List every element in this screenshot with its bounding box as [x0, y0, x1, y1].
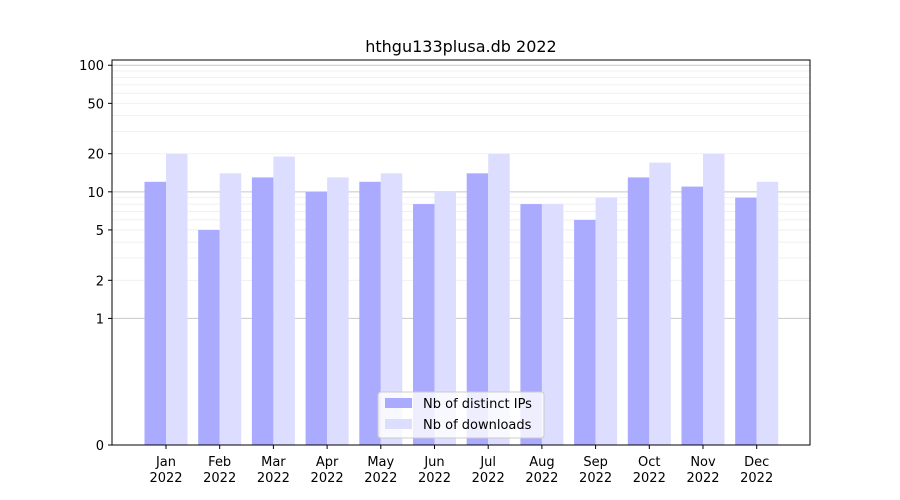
bar-downloads [273, 156, 295, 446]
bar-ips [198, 229, 220, 445]
x-tick-label-year: 2022 [579, 471, 612, 486]
y-tick-label: 2 [96, 274, 104, 289]
x-tick-label-year: 2022 [311, 471, 344, 486]
legend-swatch [385, 419, 412, 429]
x-tick-label-month: Dec [744, 455, 769, 470]
bar-downloads [434, 191, 456, 445]
x-tick-label-month: Jun [423, 455, 444, 470]
legend-label: Nb of downloads [423, 418, 532, 433]
x-tick-label-year: 2022 [257, 471, 290, 486]
x-axis: Jan2022Feb2022Mar2022Apr2022May2022Jun20… [149, 445, 773, 486]
x-tick-label-year: 2022 [633, 471, 666, 486]
x-tick-label-month: Jul [479, 455, 496, 470]
y-tick-label: 50 [87, 97, 104, 112]
x-tick-label-year: 2022 [740, 471, 773, 486]
bar-ips [520, 204, 542, 445]
x-tick-label-month: Nov [690, 455, 716, 470]
x-tick-label-month: Oct [638, 455, 660, 470]
x-tick-label-month: Jan [155, 455, 176, 470]
bar-ips [359, 181, 381, 445]
x-tick-label-year: 2022 [364, 471, 397, 486]
x-tick-label-year: 2022 [149, 471, 182, 486]
bar-ips [681, 186, 703, 446]
y-tick-label: 0 [96, 439, 104, 454]
bar-ips [574, 219, 596, 445]
bar-downloads [595, 197, 618, 445]
bar-downloads [703, 153, 725, 446]
bar-ips [144, 181, 166, 445]
x-tick-label-year: 2022 [472, 471, 505, 486]
y-tick-label: 10 [87, 186, 104, 201]
chart-title: hthgu133plusa.db 2022 [365, 37, 556, 56]
legend-box [377, 391, 545, 439]
y-tick-label: 1 [96, 312, 104, 327]
legend-label: Nb of distinct IPs [423, 397, 532, 412]
bar-ips [251, 177, 274, 446]
x-tick-label-month: Sep [583, 455, 608, 470]
x-tick-label-month: Apr [316, 455, 339, 470]
bar-downloads [649, 162, 671, 445]
x-tick-label-year: 2022 [686, 471, 719, 486]
x-tick-label-month: Feb [208, 455, 231, 470]
bar-ips [305, 191, 328, 445]
bar-downloads [756, 181, 779, 445]
y-axis: 0 1 2 5 10 20 50 100 [79, 59, 112, 454]
legend: Nb of distinct IPs Nb of downloads [377, 391, 545, 439]
x-tick-label-year: 2022 [203, 471, 236, 486]
y-tick-label: 20 [87, 148, 104, 163]
bar-downloads [380, 173, 403, 445]
x-tick-label-month: May [367, 455, 394, 470]
bar-downloads [327, 177, 349, 446]
bar-ips [627, 177, 650, 446]
bar-downloads [488, 153, 510, 446]
x-tick-label-year: 2022 [525, 471, 558, 486]
bar-ips [413, 204, 435, 445]
bar-ips [735, 197, 757, 445]
bar-ips [466, 173, 489, 445]
bar-downloads [219, 173, 242, 445]
y-tick-label: 100 [79, 59, 104, 74]
legend-swatch [385, 398, 412, 408]
bar-downloads [166, 153, 188, 446]
x-tick-label-month: Aug [529, 455, 554, 470]
y-tick-label: 5 [96, 224, 104, 239]
x-tick-label-month: Mar [261, 455, 286, 470]
x-tick-label-year: 2022 [418, 471, 451, 486]
bars [144, 153, 779, 446]
plot-frame [111, 59, 811, 446]
bar-downloads [541, 204, 564, 445]
